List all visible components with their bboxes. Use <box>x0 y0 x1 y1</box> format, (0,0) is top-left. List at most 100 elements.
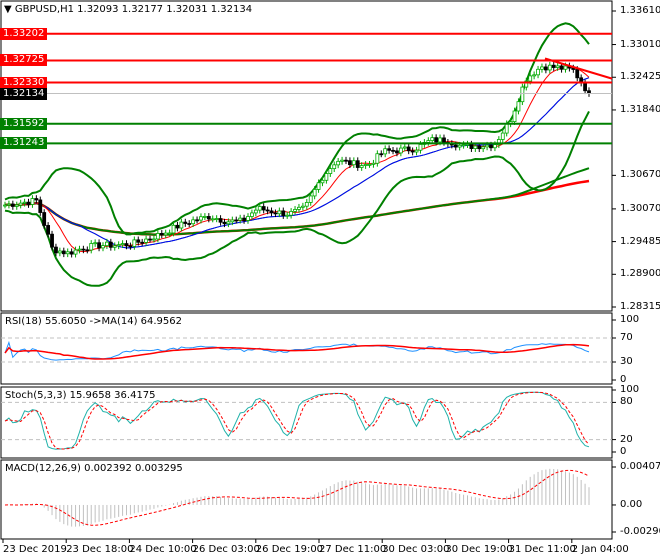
candle <box>34 198 39 201</box>
candle <box>18 202 23 206</box>
candle <box>532 74 537 77</box>
candle <box>536 68 540 76</box>
candle <box>159 233 164 236</box>
symbol-timeframe: GBPUSD,H1 <box>14 4 74 15</box>
bid-price-tag: 1.32134 <box>0 87 47 100</box>
stoch-tick-label: 80 <box>620 396 633 408</box>
time-tick-label: 26 Dec 19:00 <box>255 544 324 555</box>
candle <box>202 216 207 218</box>
macd-tick-label: -0.002904 <box>620 526 660 537</box>
price-tick-label: 1.33010 <box>620 38 660 50</box>
candle <box>7 203 11 206</box>
candle <box>520 86 525 103</box>
rsi-tick-label: 100 <box>620 314 640 325</box>
candle <box>516 101 521 112</box>
candle <box>183 221 188 224</box>
candle <box>398 147 403 154</box>
candle <box>226 221 231 225</box>
candle <box>469 143 474 150</box>
candle <box>559 65 564 70</box>
candle <box>222 221 227 225</box>
candle <box>571 67 576 70</box>
macd-title: MACD(12,26,9) 0.002392 0.003295 <box>5 463 183 474</box>
candle <box>140 241 145 244</box>
candle <box>434 137 439 143</box>
price-tick-label: 1.32425 <box>620 71 660 83</box>
candle <box>120 243 125 246</box>
candle <box>61 250 66 255</box>
candle <box>477 145 482 150</box>
candle <box>253 209 258 214</box>
candle <box>402 146 407 149</box>
stoch-main-line <box>4 391 590 450</box>
candle <box>265 209 270 212</box>
candle <box>214 218 219 220</box>
candle <box>410 150 415 153</box>
candle <box>152 238 156 241</box>
time-tick-label: 23 Dec 2019 <box>3 544 67 555</box>
candle <box>14 204 19 207</box>
candle <box>332 164 337 170</box>
stoch-tick-label: 20 <box>620 433 633 445</box>
candle <box>481 146 486 150</box>
candle <box>504 123 509 134</box>
candle <box>218 218 223 223</box>
rsi-tick-label: 0 <box>620 374 627 385</box>
rsi-tick-label: 70 <box>620 332 633 343</box>
candle <box>148 238 152 241</box>
candle <box>199 216 203 221</box>
candle <box>320 179 325 184</box>
chart-header: ▼ GBPUSD,H1 1.32093 1.32177 1.32031 1.32… <box>4 4 252 16</box>
candle <box>489 144 493 149</box>
price-tick-label: 1.29485 <box>620 235 660 247</box>
candle <box>406 146 411 152</box>
candle <box>281 210 286 216</box>
bollinger-lower-band <box>4 110 590 287</box>
candle <box>543 66 548 71</box>
candle <box>163 232 168 236</box>
candle <box>304 202 309 207</box>
time-tick-label: 26 Dec 03:00 <box>192 544 260 555</box>
candle <box>540 66 544 70</box>
time-tick-label: 23 Dec 18:00 <box>66 544 134 555</box>
candle <box>316 182 321 190</box>
candle <box>289 211 294 216</box>
candle <box>179 221 184 229</box>
candle <box>69 251 74 255</box>
candle <box>359 165 364 168</box>
candle <box>26 201 31 205</box>
candle <box>551 64 556 68</box>
stoch-title: Stoch(5,3,3) 15.9658 36.4175 <box>5 390 156 401</box>
candle <box>493 144 497 149</box>
candle <box>438 137 442 143</box>
resistance-price-tag: 1.33202 <box>0 27 47 40</box>
candle <box>555 65 560 68</box>
candle <box>101 245 105 249</box>
candle <box>512 110 517 122</box>
candle <box>379 153 384 156</box>
time-tick-label: 27 Dec 11:00 <box>319 544 387 555</box>
candle <box>250 212 254 217</box>
collapse-triangle-icon[interactable]: ▼ <box>4 4 12 15</box>
candle <box>167 232 172 235</box>
price-tick-label: 1.28900 <box>620 268 660 280</box>
panel-rsi <box>0 312 613 385</box>
candle <box>351 160 356 166</box>
panel-st <box>0 386 613 459</box>
candle <box>242 217 246 221</box>
candle <box>144 238 149 243</box>
candle <box>344 159 348 162</box>
candle <box>210 218 215 221</box>
candle <box>273 212 278 215</box>
candle <box>77 248 82 251</box>
support-price-tag: 1.31592 <box>0 117 47 130</box>
price-tick-label: 1.31840 <box>620 103 660 115</box>
candle <box>371 162 376 165</box>
candle <box>277 210 282 215</box>
rsi-ma-line <box>4 343 590 360</box>
candle <box>269 210 274 214</box>
candle <box>50 233 54 248</box>
candle <box>187 223 192 225</box>
candle <box>383 148 388 155</box>
